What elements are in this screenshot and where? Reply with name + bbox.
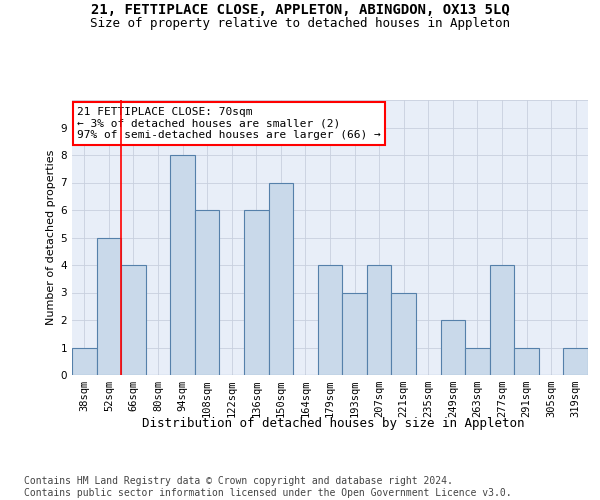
Bar	[244, 210, 269, 375]
Bar	[195, 210, 220, 375]
Bar	[465, 348, 490, 375]
Text: Size of property relative to detached houses in Appleton: Size of property relative to detached ho…	[90, 17, 510, 30]
Bar	[490, 265, 514, 375]
Bar	[72, 348, 97, 375]
Bar	[97, 238, 121, 375]
Bar	[121, 265, 146, 375]
Text: 21 FETTIPLACE CLOSE: 70sqm
← 3% of detached houses are smaller (2)
97% of semi-d: 21 FETTIPLACE CLOSE: 70sqm ← 3% of detac…	[77, 107, 381, 140]
Bar	[440, 320, 465, 375]
Bar	[367, 265, 391, 375]
Bar	[318, 265, 342, 375]
Bar	[563, 348, 588, 375]
Y-axis label: Number of detached properties: Number of detached properties	[46, 150, 56, 325]
Bar	[391, 292, 416, 375]
Bar	[342, 292, 367, 375]
Text: Distribution of detached houses by size in Appleton: Distribution of detached houses by size …	[142, 418, 524, 430]
Text: Contains HM Land Registry data © Crown copyright and database right 2024.
Contai: Contains HM Land Registry data © Crown c…	[24, 476, 512, 498]
Bar	[269, 182, 293, 375]
Bar	[514, 348, 539, 375]
Text: 21, FETTIPLACE CLOSE, APPLETON, ABINGDON, OX13 5LQ: 21, FETTIPLACE CLOSE, APPLETON, ABINGDON…	[91, 2, 509, 16]
Bar	[170, 155, 195, 375]
